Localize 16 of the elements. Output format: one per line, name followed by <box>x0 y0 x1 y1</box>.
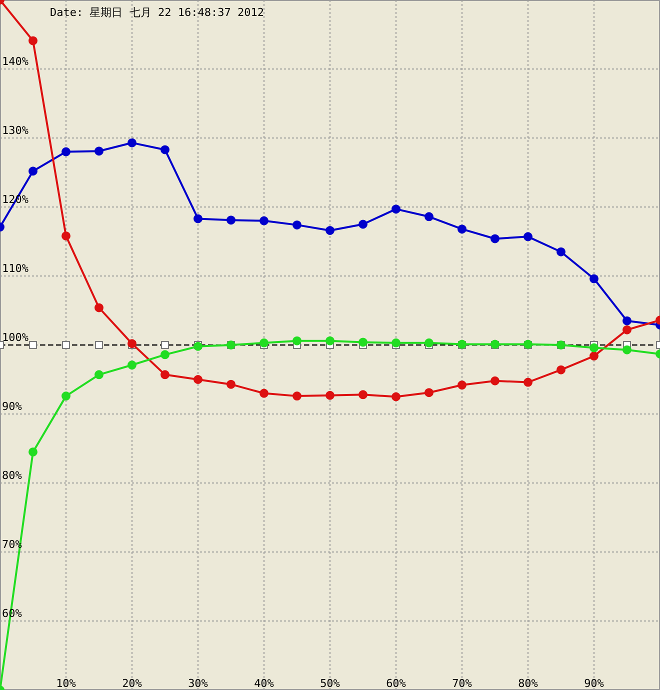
x-tick-label: 70% <box>452 677 472 690</box>
x-tick-label: 90% <box>584 677 604 690</box>
text: Date: 星期日 七月 22 16:48:37 2012 <box>50 6 264 19</box>
y-tick-label: 110% <box>2 262 29 275</box>
x-tick-label: 40% <box>254 677 274 690</box>
x-tick-label: 60% <box>386 677 406 690</box>
y-tick-label: 100% <box>2 331 29 344</box>
x-tick-label: 30% <box>188 677 208 690</box>
y-tick-label: 80% <box>2 469 22 482</box>
x-tick-label: 50% <box>320 677 340 690</box>
x-tick-label: 10% <box>56 677 76 690</box>
x-tick-label: 80% <box>518 677 538 690</box>
x-tick-label: 20% <box>122 677 142 690</box>
y-tick-label: 90% <box>2 400 22 413</box>
y-tick-label: 130% <box>2 124 29 137</box>
y-tick-label: 140% <box>2 55 29 68</box>
